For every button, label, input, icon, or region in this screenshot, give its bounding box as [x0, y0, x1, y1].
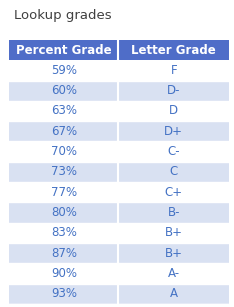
Bar	[118, 101, 229, 121]
Bar	[118, 142, 229, 162]
Text: F: F	[170, 64, 177, 77]
Text: C+: C+	[165, 186, 183, 199]
Bar	[118, 243, 229, 263]
Text: 63%: 63%	[51, 104, 77, 118]
Text: 80%: 80%	[51, 206, 77, 219]
Text: D+: D+	[164, 125, 183, 138]
Text: B+: B+	[165, 226, 183, 239]
Bar	[9, 162, 118, 182]
Text: 93%: 93%	[51, 287, 77, 300]
Text: Letter Grade: Letter Grade	[131, 44, 216, 56]
Text: 59%: 59%	[51, 64, 77, 77]
Text: 60%: 60%	[51, 84, 77, 97]
Bar	[9, 223, 118, 243]
Text: 83%: 83%	[51, 226, 77, 239]
Text: A-: A-	[168, 267, 180, 280]
Bar	[9, 182, 118, 202]
Bar	[118, 162, 229, 182]
Text: 70%: 70%	[51, 145, 77, 158]
Text: 77%: 77%	[51, 186, 77, 199]
Text: 87%: 87%	[51, 247, 77, 260]
Bar	[9, 243, 118, 263]
Bar	[118, 223, 229, 243]
Bar	[9, 80, 118, 101]
Bar	[118, 80, 229, 101]
Bar	[118, 40, 229, 60]
Text: Percent Grade: Percent Grade	[16, 44, 112, 56]
Bar	[9, 40, 118, 60]
Text: Lookup grades: Lookup grades	[14, 9, 112, 22]
Text: 67%: 67%	[51, 125, 77, 138]
Bar	[118, 121, 229, 142]
Text: B-: B-	[168, 206, 180, 219]
Bar	[9, 60, 118, 80]
Text: D-: D-	[167, 84, 180, 97]
Text: B+: B+	[165, 247, 183, 260]
Text: A: A	[170, 287, 178, 300]
Text: D: D	[169, 104, 178, 118]
Bar	[118, 60, 229, 80]
Text: C: C	[170, 165, 178, 178]
Bar	[9, 284, 118, 304]
Bar	[118, 284, 229, 304]
Bar	[118, 202, 229, 223]
Text: C-: C-	[168, 145, 180, 158]
Bar	[9, 263, 118, 284]
Bar	[9, 142, 118, 162]
Bar	[118, 263, 229, 284]
Bar	[9, 101, 118, 121]
Text: 90%: 90%	[51, 267, 77, 280]
Text: 73%: 73%	[51, 165, 77, 178]
Bar	[9, 202, 118, 223]
Bar	[118, 182, 229, 202]
Bar	[9, 121, 118, 142]
